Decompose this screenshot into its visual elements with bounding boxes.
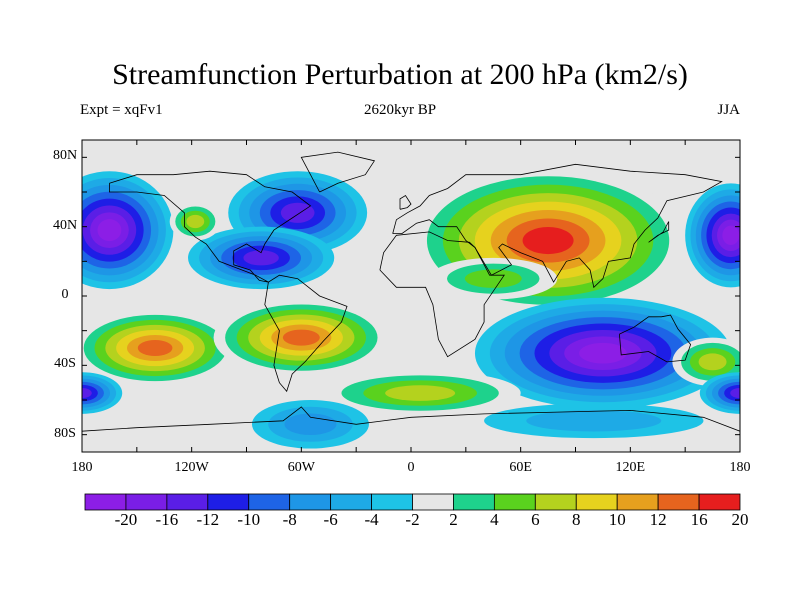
colorbar-swatch	[166, 493, 209, 511]
contour-fill	[698, 353, 727, 371]
lat-tick-label: 80N	[52, 148, 78, 164]
contour-fill	[97, 219, 122, 242]
colorbar-swatch	[616, 493, 659, 511]
colorbar-label: -10	[237, 510, 261, 529]
colorbar-swatch	[125, 493, 168, 511]
coastline	[619, 314, 692, 363]
colorbar-label: -2	[405, 510, 420, 529]
streamfunction-field	[82, 140, 740, 452]
colorbar-label: 2	[449, 510, 458, 529]
contour-fill	[282, 329, 320, 346]
lat-tick-label: 80S	[54, 425, 76, 441]
colorbar-swatch	[493, 493, 536, 511]
lon-tick-label: 180	[71, 460, 93, 475]
colorbar-label: 20	[731, 510, 749, 529]
colorbar-swatch	[657, 493, 700, 511]
lat-tick-label: 0	[61, 287, 69, 302]
lon-tick-label: 60W	[287, 460, 315, 475]
coastline	[82, 406, 740, 432]
colorbar-label: -12	[196, 510, 220, 529]
colorbar-swatch	[412, 493, 454, 511]
colorbar-label: 8	[572, 510, 581, 529]
contour-fill	[137, 339, 173, 357]
contour-fill	[579, 342, 627, 364]
colorbar-label: 12	[649, 510, 667, 529]
contour-fill	[730, 388, 740, 399]
contour-fill	[284, 413, 337, 436]
coastline	[379, 231, 505, 358]
colorbar-label: -4	[364, 510, 379, 529]
colorbar-swatch	[575, 493, 618, 511]
contour-fill	[186, 214, 205, 229]
colorbar-label: -20	[114, 510, 138, 529]
coastline	[109, 170, 312, 283]
colorbar-swatch	[371, 493, 413, 511]
colorbar-swatch	[207, 493, 250, 511]
contour-fill	[243, 250, 279, 266]
coastline	[648, 221, 670, 243]
contour-fill	[82, 388, 92, 399]
axis-ticks	[81, 140, 741, 452]
colorbar-swatch	[330, 493, 372, 511]
colorbar-label: -8	[282, 510, 297, 529]
colorbar-swatch	[84, 493, 127, 511]
lon-tick-label: 60E	[509, 460, 532, 475]
lat-tick-label: 40S	[54, 356, 76, 372]
lon-tick-label: 180	[729, 460, 751, 475]
colorbar-label: 10	[608, 510, 626, 529]
colorbar-label: 6	[531, 510, 540, 529]
period-label: 2620kyr BP	[363, 102, 437, 118]
colorbar-swatch	[698, 493, 741, 511]
lon-tick-label: 120E	[615, 460, 646, 475]
contour-fill	[385, 385, 456, 401]
colorbar-swatch	[534, 493, 577, 511]
colorbar-label: -16	[155, 510, 179, 529]
coastline	[264, 274, 348, 393]
lon-tick-label: 0	[407, 460, 415, 475]
coastline	[392, 163, 723, 289]
colorbar-swatch	[453, 493, 495, 511]
contour-fill	[464, 269, 522, 288]
plot-title: Streamfunction Perturbation at 200 hPa (…	[112, 58, 688, 91]
coastlines	[82, 151, 740, 432]
contour-fill	[280, 202, 315, 223]
lon-tick-label: 120W	[174, 460, 209, 475]
experiment-label: Expt = xqFv1	[80, 102, 163, 118]
contour-fill	[522, 226, 574, 255]
colorbar-label: 4	[490, 510, 499, 529]
contour-fill	[526, 410, 662, 432]
colorbar-swatch	[248, 493, 291, 511]
colorbar-label: 16	[690, 510, 708, 529]
colorbar-swatch	[289, 493, 332, 511]
colorbar-label: -6	[323, 510, 338, 529]
contour-fill	[722, 225, 740, 246]
season-label: JJA	[717, 102, 740, 118]
coastline	[399, 194, 412, 210]
lat-tick-label: 40N	[52, 217, 78, 233]
coastline	[300, 151, 376, 193]
